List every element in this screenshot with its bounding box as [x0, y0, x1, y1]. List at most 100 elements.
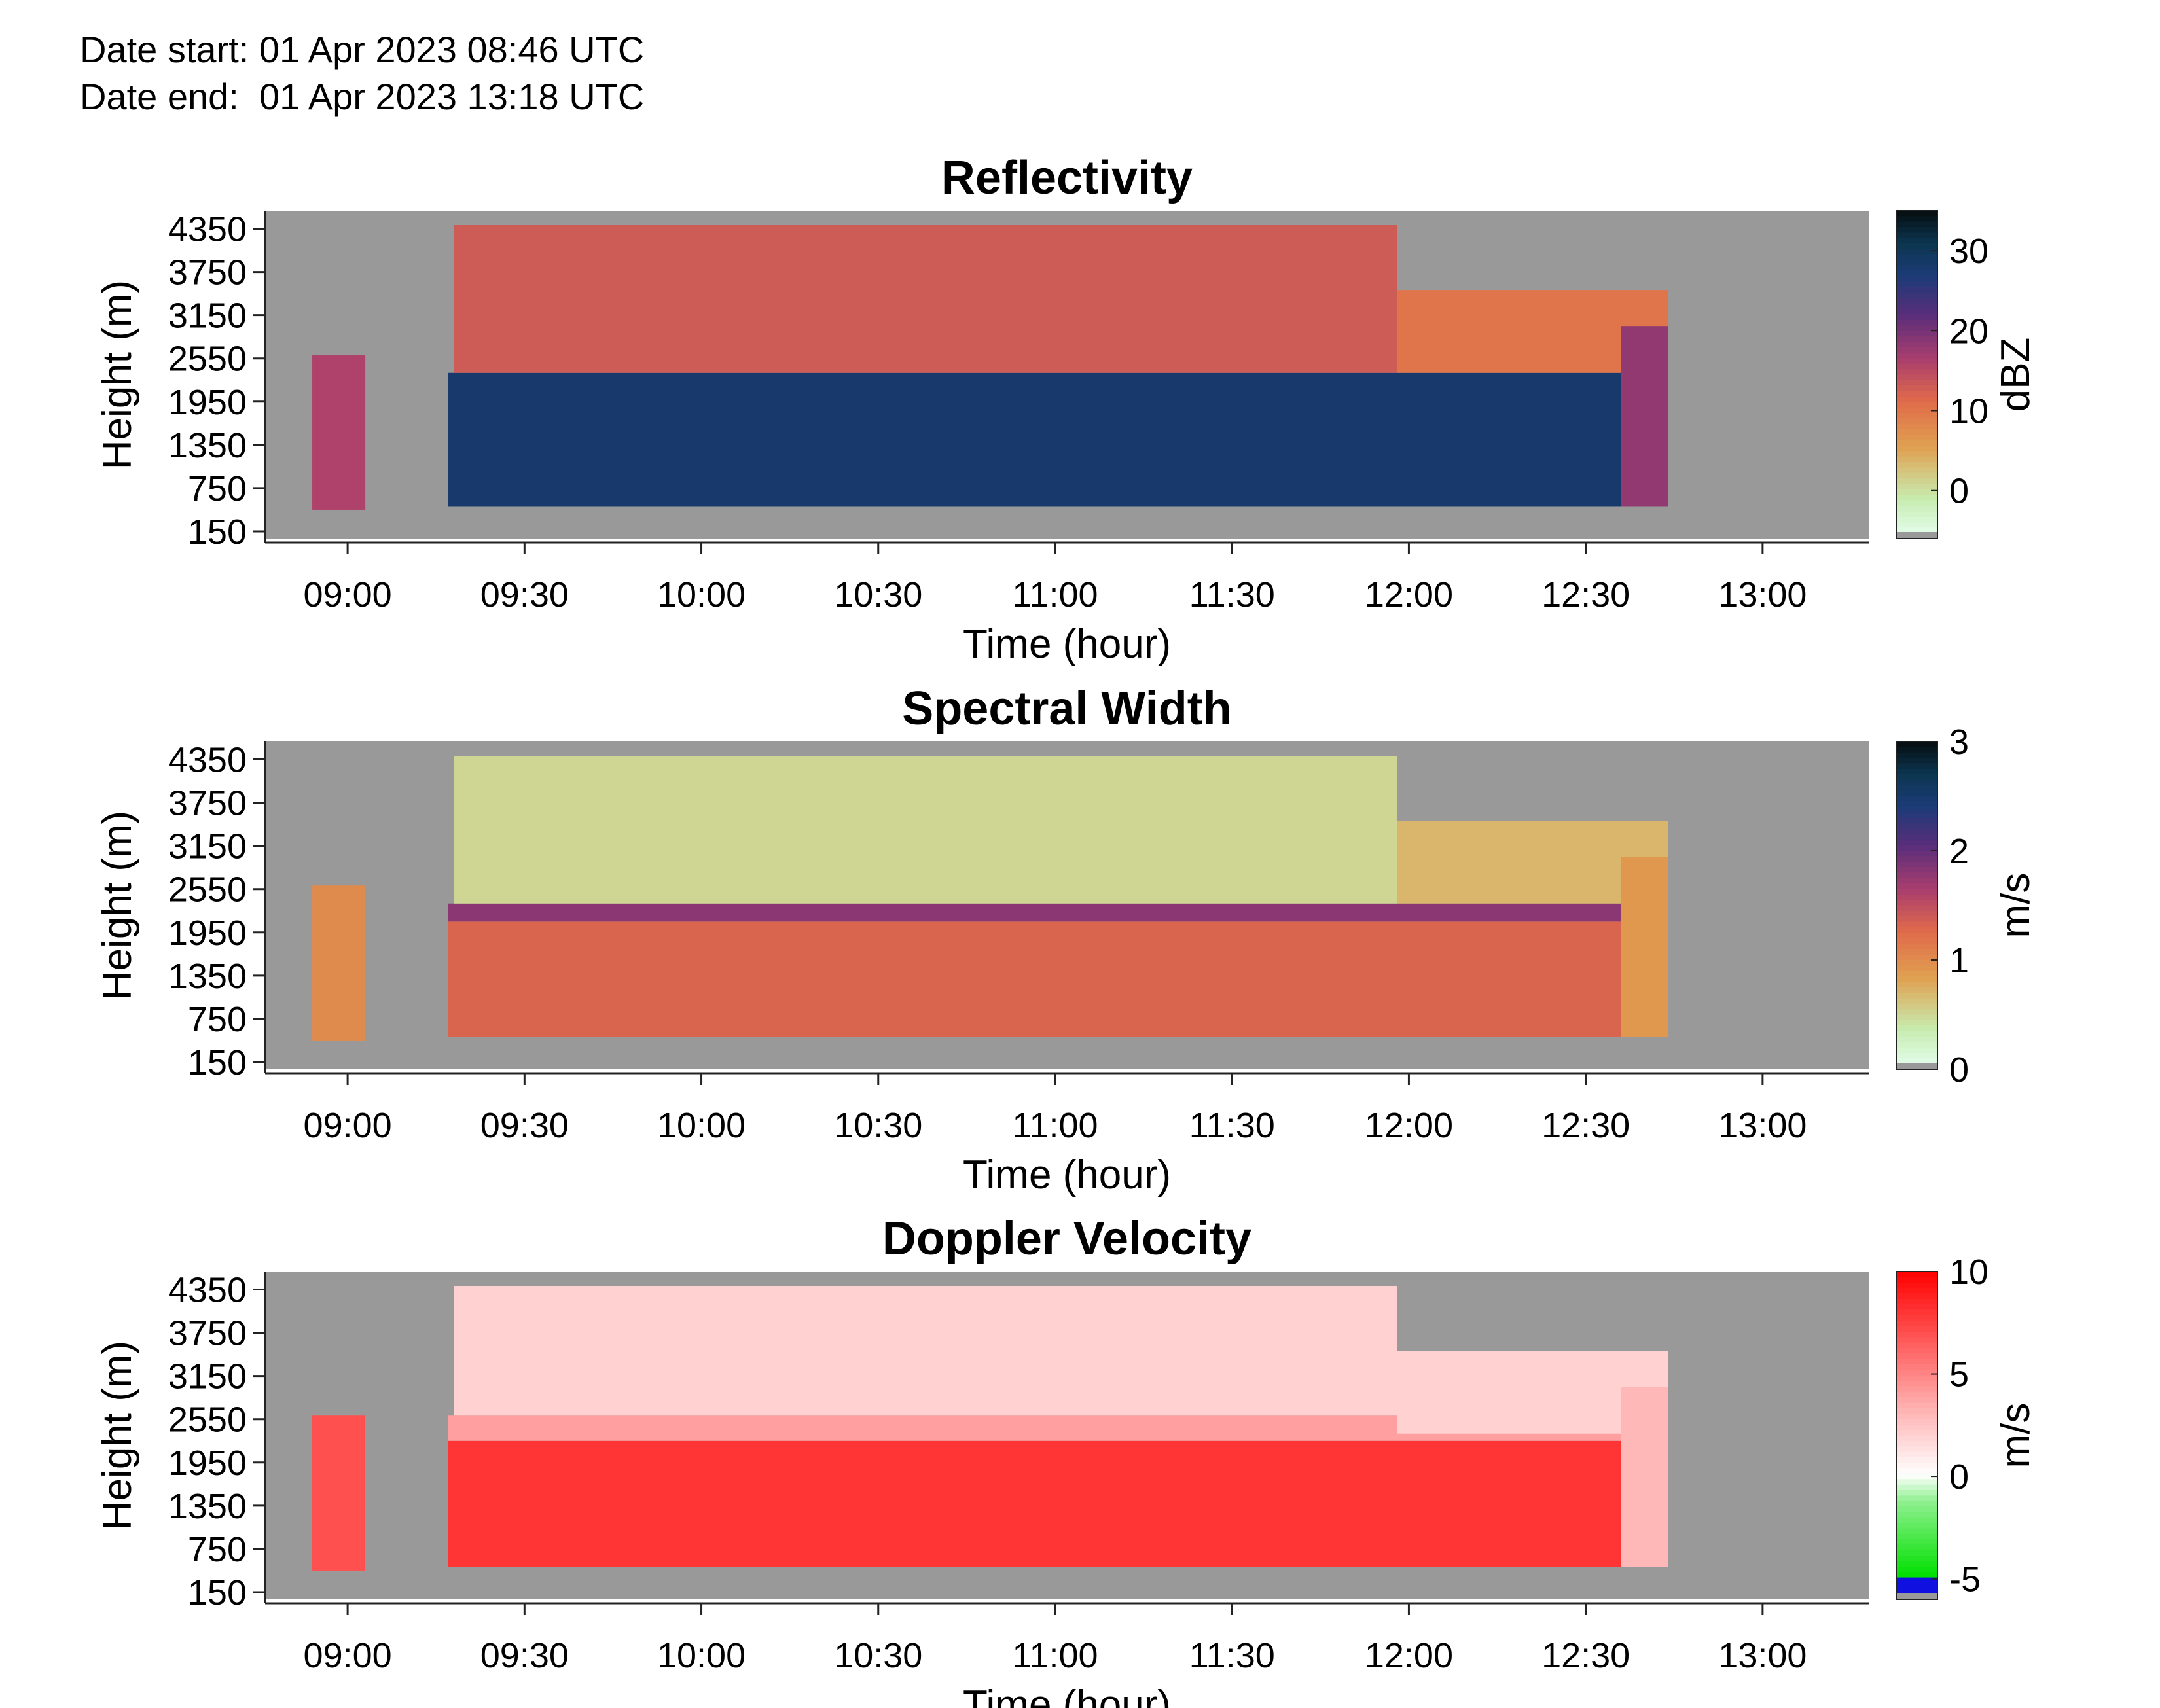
colorbar-segment [1896, 489, 1937, 495]
y-tick-label: 3150 [168, 827, 247, 866]
colorbar-segment [1896, 1528, 1937, 1535]
colorbar-segment [1896, 391, 1937, 397]
colorbar-segment [1896, 872, 1937, 879]
colorbar: 0 1 2 3 m/s [1896, 722, 2038, 1090]
colorbar-tick-label: 20 [1949, 311, 1989, 351]
colorbar-tick-label: 1 [1949, 941, 1969, 980]
colorbar-segment [1896, 1047, 1937, 1054]
colorbar-segment [1896, 867, 1937, 873]
colorbar-segment [1896, 303, 1937, 310]
colorbar-segment [1896, 933, 1937, 939]
colorbar-segment [1896, 1058, 1937, 1065]
colorbar-segment [1896, 221, 1937, 228]
colorbar-segment [1896, 840, 1937, 846]
colorbar-segment [1896, 1025, 1937, 1032]
colorbar-tick-label: 5 [1949, 1355, 1969, 1395]
y-tick-label: 1950 [168, 383, 247, 422]
data-region [454, 756, 1397, 904]
colorbar-segment [1896, 1556, 1937, 1562]
colorbar-tick-label: 10 [1949, 391, 1989, 431]
colorbar-nodata [1896, 1593, 1937, 1599]
colorbar: -5 0 5 10 m/s [1896, 1253, 2038, 1600]
data-region [312, 355, 366, 510]
colorbar-segment [1896, 1381, 1937, 1387]
colorbar-segment [1896, 878, 1937, 884]
colorbar-segment [1896, 1419, 1937, 1425]
colorbar-segment [1896, 1391, 1937, 1398]
panel-2: Spectral Width 150 750 1350 1950 2550 3150 3750… [95, 683, 2038, 1198]
colorbar-segment [1896, 435, 1937, 441]
colorbar-segment [1896, 1566, 1937, 1573]
colorbar-segment [1896, 260, 1937, 266]
colorbar-segment [1896, 1408, 1937, 1414]
colorbar-segment [1896, 960, 1937, 966]
colorbar-segment [1896, 232, 1937, 239]
x-tick-label: 11:00 [1012, 1106, 1098, 1145]
y-tick-label: 4350 [168, 1271, 247, 1310]
colorbar-segment [1896, 1561, 1937, 1567]
colorbar-segment [1896, 758, 1937, 764]
data-region [448, 372, 1621, 507]
colorbar-segment [1896, 347, 1937, 353]
data-region [1621, 857, 1668, 1037]
colorbar-segment [1896, 741, 1937, 747]
x-tick-label: 10:30 [834, 575, 922, 614]
colorbar-segment [1896, 785, 1937, 791]
colorbar-segment [1896, 309, 1937, 315]
colorbar-segment [1896, 987, 1937, 993]
x-tick-label: 11:00 [1012, 1636, 1098, 1675]
x-tick-label: 12:00 [1365, 1106, 1453, 1145]
y-tick-label: 750 [188, 469, 247, 508]
colorbar-segment [1896, 1550, 1937, 1556]
colorbar-segment [1896, 336, 1937, 342]
colorbar-segment [1896, 369, 1937, 376]
colorbar-segment [1896, 270, 1937, 277]
y-tick-label: 2550 [168, 870, 247, 910]
colorbar-segment [1896, 1582, 1937, 1589]
colorbar-segment [1896, 472, 1937, 479]
y-tick-label: 3150 [168, 296, 247, 336]
colorbar-segment [1896, 856, 1937, 863]
colorbar-segment [1896, 287, 1937, 293]
colorbar-segment [1896, 505, 1937, 512]
y-axis-label: Height (m) [95, 1341, 140, 1530]
colorbar-segment [1896, 1539, 1937, 1546]
colorbar-frame [1896, 741, 1938, 1070]
colorbar-segment [1896, 451, 1937, 457]
colorbar-segment [1896, 314, 1937, 321]
x-tick-label: 13:00 [1718, 1636, 1807, 1675]
x-tick-label: 11:30 [1189, 1636, 1275, 1675]
colorbar-segment [1896, 1036, 1937, 1042]
colorbar-segment [1896, 823, 1937, 830]
colorbar-segment [1896, 1430, 1937, 1436]
colorbar-segment [1896, 796, 1937, 802]
colorbar-tick-label: -5 [1949, 1560, 1981, 1599]
colorbar-segment [1896, 1446, 1937, 1453]
colorbar-tick-label: 3 [1949, 722, 1969, 762]
colorbar-segment [1896, 254, 1937, 260]
y-axis-label: Height (m) [95, 811, 140, 1000]
colorbar-segment [1896, 828, 1937, 835]
colorbar-segment [1896, 330, 1937, 337]
colorbar-frame [1896, 210, 1938, 539]
colorbar-segment [1896, 516, 1937, 523]
colorbar-segment [1896, 281, 1937, 288]
colorbar-segment [1896, 353, 1937, 359]
colorbar-segment [1896, 1506, 1937, 1512]
colorbar-segment [1896, 407, 1937, 414]
x-tick-label: 12:30 [1541, 1106, 1630, 1145]
colorbar-segment [1896, 1484, 1937, 1491]
colorbar-segment [1896, 1414, 1937, 1420]
data-region [448, 921, 1621, 1037]
x-tick-label: 09:30 [480, 575, 569, 614]
x-tick-label: 11:30 [1189, 1106, 1275, 1145]
colorbar-segment [1896, 1003, 1937, 1010]
y-tick-label: 3150 [168, 1357, 247, 1397]
colorbar-segment [1896, 293, 1937, 299]
colorbar-segment [1896, 1331, 1937, 1338]
colorbar-segment [1896, 1479, 1937, 1486]
colorbar-segment [1896, 970, 1937, 977]
colorbar-segment [1896, 1282, 1937, 1289]
